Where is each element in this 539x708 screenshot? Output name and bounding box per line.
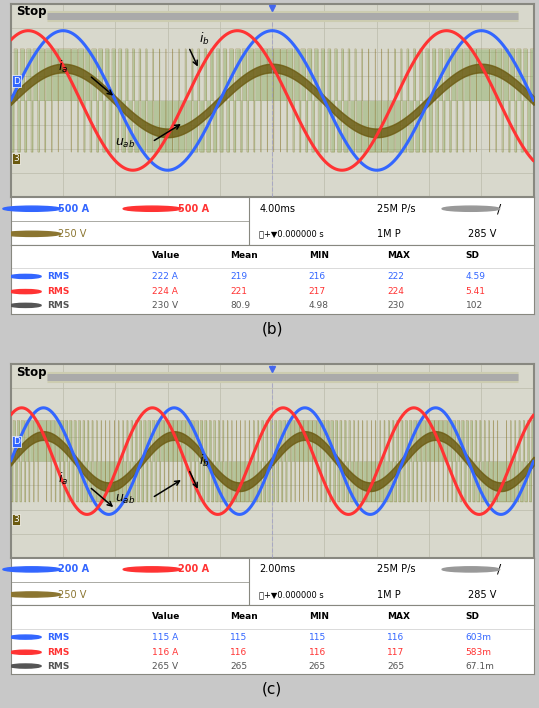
Text: $i_a$: $i_a$	[58, 59, 68, 76]
Circle shape	[10, 275, 41, 278]
Circle shape	[442, 206, 500, 211]
Text: RMS: RMS	[47, 661, 70, 670]
Text: 4.59: 4.59	[466, 272, 486, 281]
Circle shape	[10, 650, 41, 654]
Text: 115 A: 115 A	[152, 633, 178, 641]
Text: 224 A: 224 A	[152, 287, 178, 296]
Text: 250 V: 250 V	[58, 590, 86, 600]
Text: MIN: MIN	[309, 612, 329, 621]
Text: 116: 116	[230, 648, 247, 657]
Text: Stop: Stop	[16, 366, 46, 379]
Text: 25M P/s: 25M P/s	[377, 564, 415, 574]
Text: 224: 224	[387, 287, 404, 296]
Text: RMS: RMS	[47, 301, 70, 310]
Circle shape	[3, 567, 60, 572]
Text: 25M P/s: 25M P/s	[377, 204, 415, 214]
Text: RMS: RMS	[47, 272, 70, 281]
Circle shape	[3, 206, 60, 211]
Text: 116 A: 116 A	[152, 648, 178, 657]
Text: 285 V: 285 V	[468, 590, 496, 600]
Text: 1M P: 1M P	[377, 590, 400, 600]
Text: Value: Value	[152, 612, 181, 621]
Text: 219: 219	[230, 272, 247, 281]
Circle shape	[123, 567, 181, 572]
Text: 265 V: 265 V	[152, 661, 178, 670]
Circle shape	[10, 664, 41, 668]
Text: 116: 116	[387, 633, 404, 641]
Text: Value: Value	[152, 251, 181, 261]
Text: 3: 3	[13, 154, 19, 163]
Circle shape	[10, 303, 41, 307]
Text: 2.00ms: 2.00ms	[259, 564, 295, 574]
Text: RMS: RMS	[47, 287, 70, 296]
Text: D: D	[13, 76, 20, 86]
Text: 4.98: 4.98	[309, 301, 329, 310]
Text: /: /	[497, 202, 501, 215]
Text: ⎓+▼0.000000 s: ⎓+▼0.000000 s	[259, 229, 324, 239]
Text: D: D	[13, 438, 20, 446]
Text: 5.41: 5.41	[466, 287, 486, 296]
Text: 80.9: 80.9	[230, 301, 251, 310]
Circle shape	[442, 567, 500, 572]
Text: $i_a$: $i_a$	[58, 471, 68, 487]
Text: 4.00ms: 4.00ms	[259, 204, 295, 214]
Text: MAX: MAX	[387, 251, 410, 261]
Text: Mean: Mean	[230, 612, 258, 621]
Text: 222: 222	[387, 272, 404, 281]
Circle shape	[123, 206, 181, 211]
Text: 265: 265	[230, 661, 247, 670]
Text: 285 V: 285 V	[468, 229, 496, 239]
Text: 250 V: 250 V	[58, 229, 86, 239]
Text: 115: 115	[309, 633, 326, 641]
Text: $u_{ab}$: $u_{ab}$	[115, 493, 136, 506]
Text: 583m: 583m	[466, 648, 492, 657]
Text: (c): (c)	[262, 682, 282, 697]
Text: 230: 230	[387, 301, 404, 310]
Text: 500 A: 500 A	[58, 204, 89, 214]
Text: 3: 3	[13, 515, 19, 524]
Text: SD: SD	[466, 612, 480, 621]
Text: RMS: RMS	[47, 633, 70, 641]
Text: MAX: MAX	[387, 612, 410, 621]
Text: 265: 265	[309, 661, 326, 670]
Text: $i_b$: $i_b$	[199, 453, 210, 469]
Text: 230 V: 230 V	[152, 301, 178, 310]
Text: 603m: 603m	[466, 633, 492, 641]
Text: SD: SD	[466, 251, 480, 261]
Text: 200 A: 200 A	[58, 564, 89, 574]
Text: 222 A: 222 A	[152, 272, 178, 281]
Text: 216: 216	[309, 272, 326, 281]
Text: 117: 117	[387, 648, 404, 657]
Text: 200 A: 200 A	[178, 564, 209, 574]
Text: Stop: Stop	[16, 6, 46, 18]
Circle shape	[10, 635, 41, 639]
Text: 1M P: 1M P	[377, 229, 400, 239]
Text: 102: 102	[466, 301, 483, 310]
Circle shape	[3, 232, 60, 236]
Text: 500 A: 500 A	[178, 204, 209, 214]
Text: 115: 115	[230, 633, 247, 641]
Text: $u_{ab}$: $u_{ab}$	[115, 137, 136, 150]
Text: 116: 116	[309, 648, 326, 657]
Text: /: /	[497, 563, 501, 576]
Text: MIN: MIN	[309, 251, 329, 261]
Text: Mean: Mean	[230, 251, 258, 261]
Text: 265: 265	[387, 661, 404, 670]
Text: $i_b$: $i_b$	[199, 31, 210, 47]
Circle shape	[3, 592, 60, 597]
Circle shape	[10, 290, 41, 294]
Text: 217: 217	[309, 287, 326, 296]
Text: (b): (b)	[261, 321, 283, 336]
Text: 67.1m: 67.1m	[466, 661, 494, 670]
Text: 221: 221	[230, 287, 247, 296]
Text: ⎓+▼0.000000 s: ⎓+▼0.000000 s	[259, 590, 324, 599]
Text: RMS: RMS	[47, 648, 70, 657]
